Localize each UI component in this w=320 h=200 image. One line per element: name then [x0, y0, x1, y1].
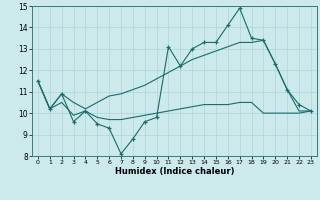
X-axis label: Humidex (Indice chaleur): Humidex (Indice chaleur) — [115, 167, 234, 176]
